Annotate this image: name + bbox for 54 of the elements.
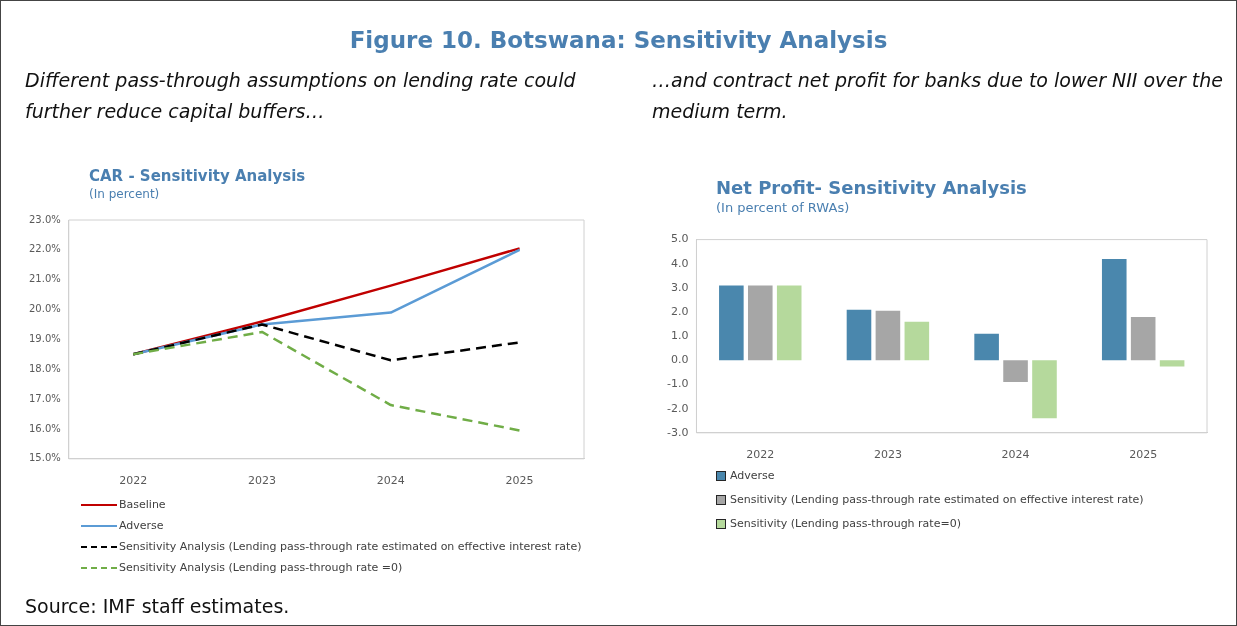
legend-label: Sensitivity Analysis (Lending pass-through rate =0) bbox=[119, 561, 403, 574]
y-tick-label: 3.0 bbox=[670, 280, 689, 294]
x-tick-label: 2022 bbox=[119, 474, 148, 488]
chart-title: CAR - Sensitivity Analysis bbox=[89, 167, 306, 185]
x-tick-label: 2025 bbox=[1129, 448, 1158, 462]
legend-label: Adverse bbox=[730, 469, 775, 482]
y-tick-label: 19.0% bbox=[28, 332, 61, 344]
text: Different pass-through assumptions on lending rate could further reduce capital buffers… bbox=[25, 68, 577, 124]
text: …and contract net profit for banks due to lower NII over the medium term. bbox=[652, 68, 1225, 124]
y-tick-label: 5.0 bbox=[670, 232, 689, 246]
caption: Figure 10. Botswana: Sensitivity Analysis bbox=[348, 27, 889, 53]
bar bbox=[1003, 360, 1028, 383]
y-tick-label: 21.0% bbox=[28, 273, 61, 285]
x-tick-label: 2024 bbox=[376, 474, 405, 488]
legend-label: Sensitivity (Lending pass-through rate estimated on effective interest rate) bbox=[730, 493, 1144, 506]
bar bbox=[747, 285, 773, 361]
bar bbox=[904, 321, 930, 361]
y-tick-label: 23.0% bbox=[28, 213, 61, 225]
y-tick-label: 17.0% bbox=[28, 392, 61, 404]
y-tick-label: -3.0 bbox=[666, 425, 689, 439]
y-tick-label: 2.0 bbox=[670, 304, 689, 318]
x-tick-label: 2023 bbox=[873, 448, 902, 462]
y-tick-label: 22.0% bbox=[28, 243, 61, 255]
y-tick-label: 4.0 bbox=[670, 256, 689, 270]
bar bbox=[719, 285, 744, 361]
chart-subtitle: (In percent) bbox=[89, 187, 161, 201]
bar bbox=[846, 309, 872, 361]
line-series bbox=[131, 330, 521, 432]
bar bbox=[974, 333, 999, 361]
y-tick-label: 0.0 bbox=[670, 353, 689, 367]
y-tick-label: -1.0 bbox=[666, 377, 689, 391]
bar bbox=[875, 310, 901, 361]
bar bbox=[1159, 360, 1185, 367]
bar bbox=[1101, 258, 1127, 361]
source-note: Source: IMF staff estimates. bbox=[25, 595, 290, 617]
y-tick-label: 18.0% bbox=[28, 362, 61, 374]
y-tick-label: 1.0 bbox=[670, 329, 689, 343]
bar bbox=[1130, 316, 1156, 361]
legend-label: Sensitivity (Lending pass-through rate=0) bbox=[730, 517, 961, 530]
y-tick-label: 16.0% bbox=[28, 422, 61, 434]
bar bbox=[776, 285, 802, 361]
x-tick-label: 2022 bbox=[746, 448, 775, 462]
x-tick-label: 2024 bbox=[1001, 448, 1030, 462]
y-tick-label: 15.0% bbox=[28, 452, 61, 464]
y-tick-label: 20.0% bbox=[28, 303, 61, 315]
y-tick-label: -2.0 bbox=[666, 401, 689, 415]
bar bbox=[1032, 360, 1057, 419]
legend-label: Sensitivity Analysis (Lending pass-through rate estimated on effective interest rate) bbox=[119, 540, 582, 553]
legend-label: Adverse bbox=[119, 519, 164, 532]
chart-title: Net Profit- Sensitivity Analysis bbox=[716, 177, 1027, 198]
chart-subtitle: (In percent of RWAs) bbox=[716, 200, 851, 215]
x-tick-label: 2025 bbox=[505, 474, 534, 488]
legend-label: Baseline bbox=[119, 498, 166, 511]
x-tick-label: 2023 bbox=[247, 474, 276, 488]
